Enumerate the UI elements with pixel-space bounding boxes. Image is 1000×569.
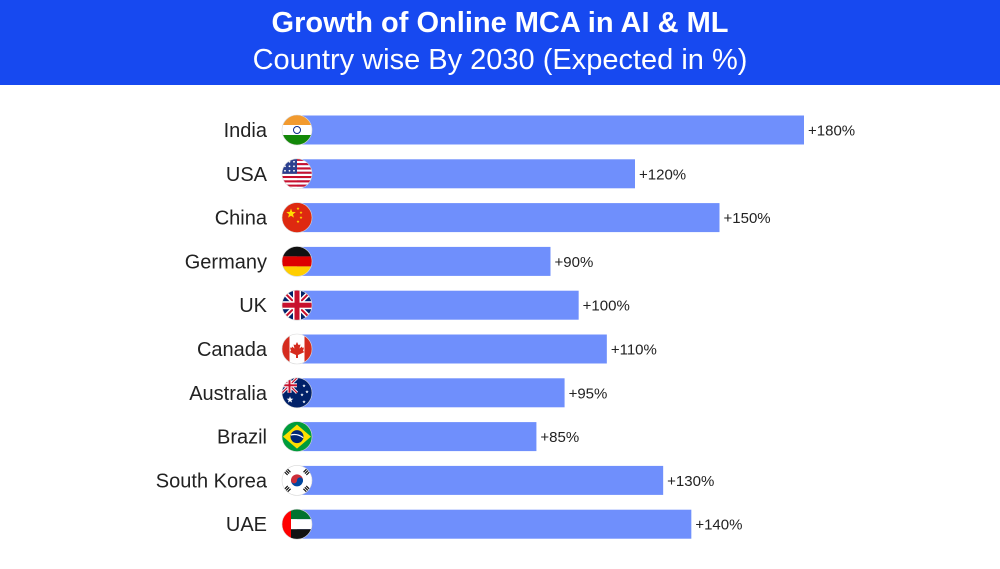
bar-uk <box>297 290 579 320</box>
brazil-flag-icon <box>282 421 312 452</box>
flag-star <box>302 384 306 388</box>
flag-border <box>281 246 313 277</box>
value-label: +110% <box>611 342 657 359</box>
value-label: +90% <box>555 254 594 271</box>
category-label: Brazil <box>217 427 267 449</box>
flag-star <box>299 216 303 219</box>
flag-border <box>281 114 313 146</box>
chart-title: Growth of Online MCA in AI & ML <box>271 7 729 39</box>
value-label: +140% <box>695 517 742 534</box>
flag-border <box>281 158 313 190</box>
flag-border <box>281 465 313 496</box>
value-label: +130% <box>667 473 714 490</box>
germany-flag-icon <box>282 246 312 277</box>
value-label: +150% <box>724 210 771 227</box>
australia-flag-icon <box>282 377 312 408</box>
category-label: India <box>224 120 268 142</box>
bar-china <box>297 203 720 233</box>
value-label: +120% <box>639 166 686 183</box>
bar-south-korea <box>297 465 664 495</box>
uae-flag-icon <box>282 509 312 540</box>
category-label: USA <box>226 164 268 186</box>
value-label: +95% <box>569 385 608 402</box>
bar-usa <box>297 159 635 189</box>
category-label: Germany <box>185 251 267 273</box>
chart-header: Growth of Online MCA in AI & ML Country … <box>0 0 1000 85</box>
flag-border <box>281 202 313 233</box>
china-flag-icon <box>282 202 312 233</box>
flag-star <box>296 207 300 210</box>
category-label: Australia <box>189 383 268 405</box>
bar-australia <box>297 378 565 408</box>
south-korea-flag-icon <box>282 465 312 496</box>
flag-border <box>281 289 313 321</box>
category-label: UAE <box>226 514 267 536</box>
bar-brazil <box>297 422 537 452</box>
flag-border <box>281 377 313 409</box>
flag-star <box>300 393 304 397</box>
bar-india <box>297 115 804 145</box>
category-label: Canada <box>197 339 268 361</box>
flag-border <box>281 421 313 452</box>
category-label: China <box>215 208 268 230</box>
india-flag-icon <box>282 115 312 145</box>
flag-star <box>286 208 296 218</box>
chart-subtitle: Country wise By 2030 (Expected in %) <box>252 44 748 76</box>
canada-flag-icon <box>282 334 312 364</box>
bar-uae <box>297 509 692 539</box>
flag-star <box>305 390 309 394</box>
bar-chart: India +180% USA +120% China +150% Germany +90% U… <box>156 114 855 540</box>
bar-canada <box>297 334 607 364</box>
usa-flag-icon <box>282 158 312 189</box>
flag-star <box>299 211 303 214</box>
uk-flag-icon <box>282 290 312 321</box>
flag-star <box>286 396 294 403</box>
category-label: South Korea <box>156 470 268 492</box>
value-label: +100% <box>583 298 630 315</box>
value-label: +85% <box>540 429 579 446</box>
value-label: +180% <box>808 123 855 140</box>
flag-star <box>296 220 300 223</box>
flag-star <box>302 400 306 404</box>
flag-border <box>281 508 313 540</box>
bar-germany <box>297 246 551 276</box>
flag-border <box>281 333 313 365</box>
category-label: UK <box>239 295 267 317</box>
